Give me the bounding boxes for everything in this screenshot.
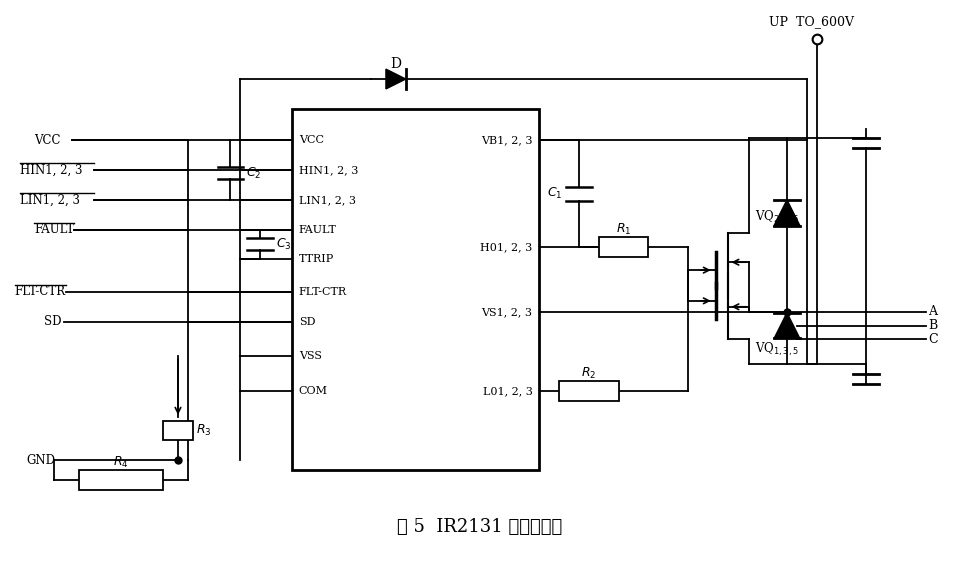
Text: UP  TO_600V: UP TO_600V [769, 15, 854, 28]
Bar [292, 109, 539, 470]
Text: GND: GND [27, 454, 56, 467]
Text: VQ$_{1, 3, 5}$: VQ$_{1, 3, 5}$ [755, 341, 799, 358]
Text: $C_3$: $C_3$ [276, 237, 291, 252]
Text: A: A [928, 305, 938, 318]
Text: HIN1, 2, 3: HIN1, 2, 3 [19, 164, 82, 177]
Text: VS1, 2, 3: VS1, 2, 3 [481, 307, 532, 317]
Text: L01, 2, 3: L01, 2, 3 [482, 386, 532, 396]
Bar [599, 238, 649, 257]
Text: SD: SD [44, 315, 62, 328]
Polygon shape [775, 200, 800, 226]
Text: 图 5  IR2131 的驱动电路: 图 5 IR2131 的驱动电路 [398, 518, 562, 536]
Text: H01, 2, 3: H01, 2, 3 [480, 242, 532, 252]
Text: $C_1$: $C_1$ [547, 187, 562, 201]
Text: VCC: VCC [299, 136, 324, 145]
Polygon shape [775, 313, 800, 338]
Text: HIN1, 2, 3: HIN1, 2, 3 [299, 165, 358, 175]
Text: $R_4$: $R_4$ [112, 455, 129, 470]
Text: $C_2$: $C_2$ [246, 166, 261, 181]
Text: VSS: VSS [299, 352, 322, 361]
Text: VB1, 2, 3: VB1, 2, 3 [481, 136, 532, 145]
Text: VQ$_{2, 4, 6}$: VQ$_{2, 4, 6}$ [755, 209, 800, 226]
Text: $R_3$: $R_3$ [196, 423, 211, 438]
Text: D: D [390, 57, 402, 71]
Text: LIN1, 2, 3: LIN1, 2, 3 [19, 193, 80, 206]
Bar [163, 421, 193, 441]
Text: FLT-CTR: FLT-CTR [299, 287, 347, 297]
Text: FLT-CTR: FLT-CTR [14, 285, 65, 298]
Text: C: C [928, 333, 938, 346]
Text: $R_1$: $R_1$ [616, 222, 631, 237]
Text: LIN1, 2, 3: LIN1, 2, 3 [299, 195, 356, 205]
Text: FAULT: FAULT [35, 223, 75, 236]
Bar [79, 470, 163, 490]
Text: SD: SD [299, 316, 315, 327]
Text: $R_2$: $R_2$ [581, 366, 597, 380]
Text: B: B [928, 319, 938, 332]
Bar [559, 381, 619, 401]
Text: FAULT: FAULT [299, 225, 336, 235]
Text: TTRIP: TTRIP [299, 254, 334, 264]
Polygon shape [386, 69, 406, 89]
Text: VCC: VCC [35, 134, 61, 147]
Text: COM: COM [299, 386, 328, 396]
